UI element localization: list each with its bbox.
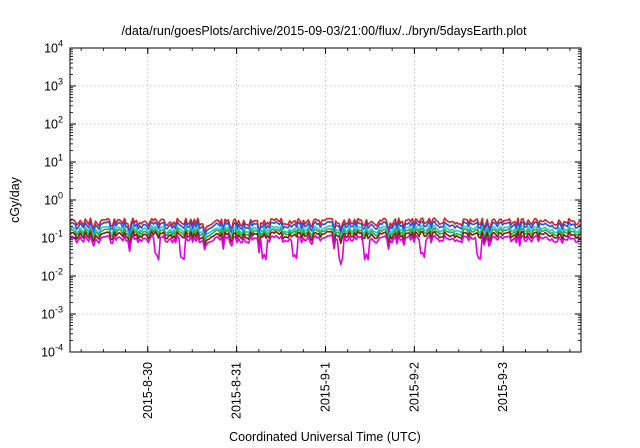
y-tick-exponent: -2 [55,267,63,277]
y-tick-base: 10 [41,270,55,284]
series-line [69,220,582,240]
x-tick-label: 2015-8-30 [141,362,155,419]
y-tick-base: 10 [44,42,58,56]
chart-title: /data/run/goesPlots/archive/2015-09-03/2… [121,24,527,38]
y-tick-exponent: 4 [58,39,63,49]
y-tick-exponent: 0 [58,191,63,201]
y-tick-exponent: 1 [58,153,63,163]
x-tick-label: 2015-9-1 [319,362,333,412]
series-line [69,217,582,236]
y-tick-exponent: -4 [55,343,63,353]
y-tick-label: 10-2 [41,267,63,284]
x-tick-label: 2015-9-3 [496,362,510,412]
series-line [69,224,582,244]
y-tick-exponent: -3 [55,305,63,315]
x-axis-label: Coordinated Universal Time (UTC) [229,430,421,444]
y-tick-base: 10 [44,80,58,94]
y-tick-exponent: 3 [58,77,63,87]
y-tick-label: 103 [44,77,63,94]
y-tick-label: 104 [44,39,63,56]
series-line [69,230,582,250]
y-tick-exponent: -1 [55,229,63,239]
y-axis-label: cGy/day [8,176,22,223]
y-tick-label: 100 [44,191,63,208]
x-axis: 2015-8-30 2015-8-31 2015-9-1 2015-9-2 2015-9… [80,48,571,419]
y-tick-base: 10 [44,156,58,170]
y-tick-base: 10 [44,194,58,208]
series-layer [69,217,582,266]
y-tick-base: 10 [41,308,55,322]
x-tick-label: 2015-8-31 [230,362,244,419]
y-tick-base: 10 [44,118,58,132]
series-line [69,227,582,247]
x-tick-label: 2015-9-2 [407,362,421,412]
series-line [69,234,582,266]
y-tick-label: 102 [44,115,63,132]
y-tick-label: 10-3 [41,305,63,322]
y-tick-label: 10-4 [41,343,63,360]
y-tick-label: 10-1 [41,229,63,246]
y-tick-base: 10 [41,232,55,246]
y-tick-exponent: 2 [58,115,63,125]
grid-lines [70,48,581,352]
y-tick-base: 10 [41,346,55,360]
y-tick-label: 101 [44,153,63,170]
